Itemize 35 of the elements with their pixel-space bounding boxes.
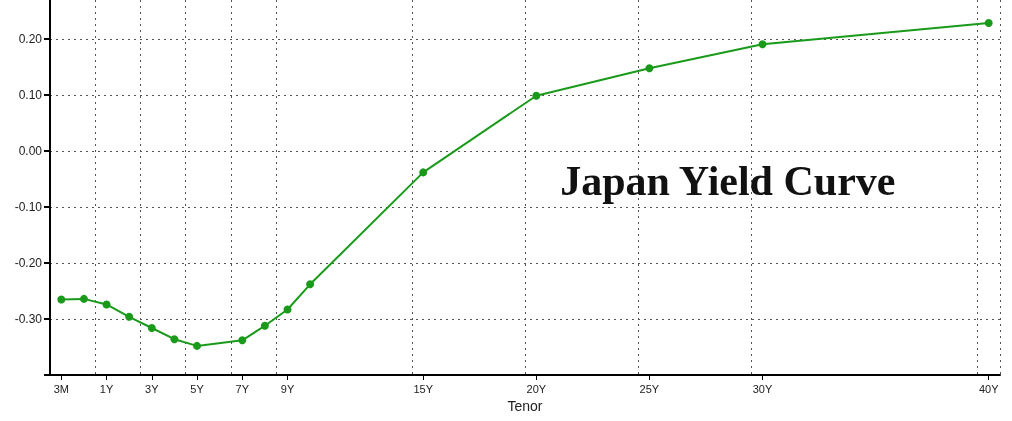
x-tick-label: 5Y bbox=[190, 382, 205, 395]
point bbox=[57, 295, 66, 304]
x-tick-label: 40Y bbox=[978, 382, 1000, 395]
x-tick-label: 3M bbox=[53, 382, 69, 395]
x-tick-label: 15Y bbox=[413, 382, 434, 395]
point bbox=[170, 335, 179, 344]
y-tick-label: 0.20 bbox=[18, 32, 43, 47]
x-tick-label: 9Y bbox=[280, 382, 295, 395]
point bbox=[79, 294, 88, 303]
y-tick-label: -0.30 bbox=[14, 312, 43, 327]
point bbox=[125, 312, 134, 321]
point bbox=[193, 341, 202, 350]
point bbox=[306, 280, 315, 289]
point bbox=[260, 321, 269, 330]
point bbox=[532, 91, 541, 100]
x-tick-label: 20Y bbox=[526, 382, 547, 395]
y-tick-label: 0.10 bbox=[18, 88, 43, 103]
point bbox=[419, 168, 428, 177]
x-tick-label: 7Y bbox=[235, 382, 250, 395]
x-axis-title: Tenor bbox=[507, 397, 543, 414]
y-tick-label: -0.20 bbox=[14, 256, 43, 271]
x-tick-label: 30Y bbox=[752, 382, 773, 395]
point bbox=[984, 18, 993, 27]
x-tick-label: 3Y bbox=[145, 382, 160, 395]
point bbox=[283, 305, 292, 314]
y-tick-label: -0.10 bbox=[14, 200, 43, 215]
point bbox=[238, 336, 247, 345]
text: Japan Yield Curve bbox=[560, 158, 896, 204]
point bbox=[645, 64, 654, 73]
point bbox=[102, 300, 111, 309]
y-tick-label: 0.00 bbox=[18, 144, 43, 159]
x-tick-label: 25Y bbox=[639, 382, 660, 395]
x-tick-label: 1Y bbox=[99, 382, 114, 395]
point bbox=[758, 40, 767, 49]
point bbox=[147, 323, 156, 332]
